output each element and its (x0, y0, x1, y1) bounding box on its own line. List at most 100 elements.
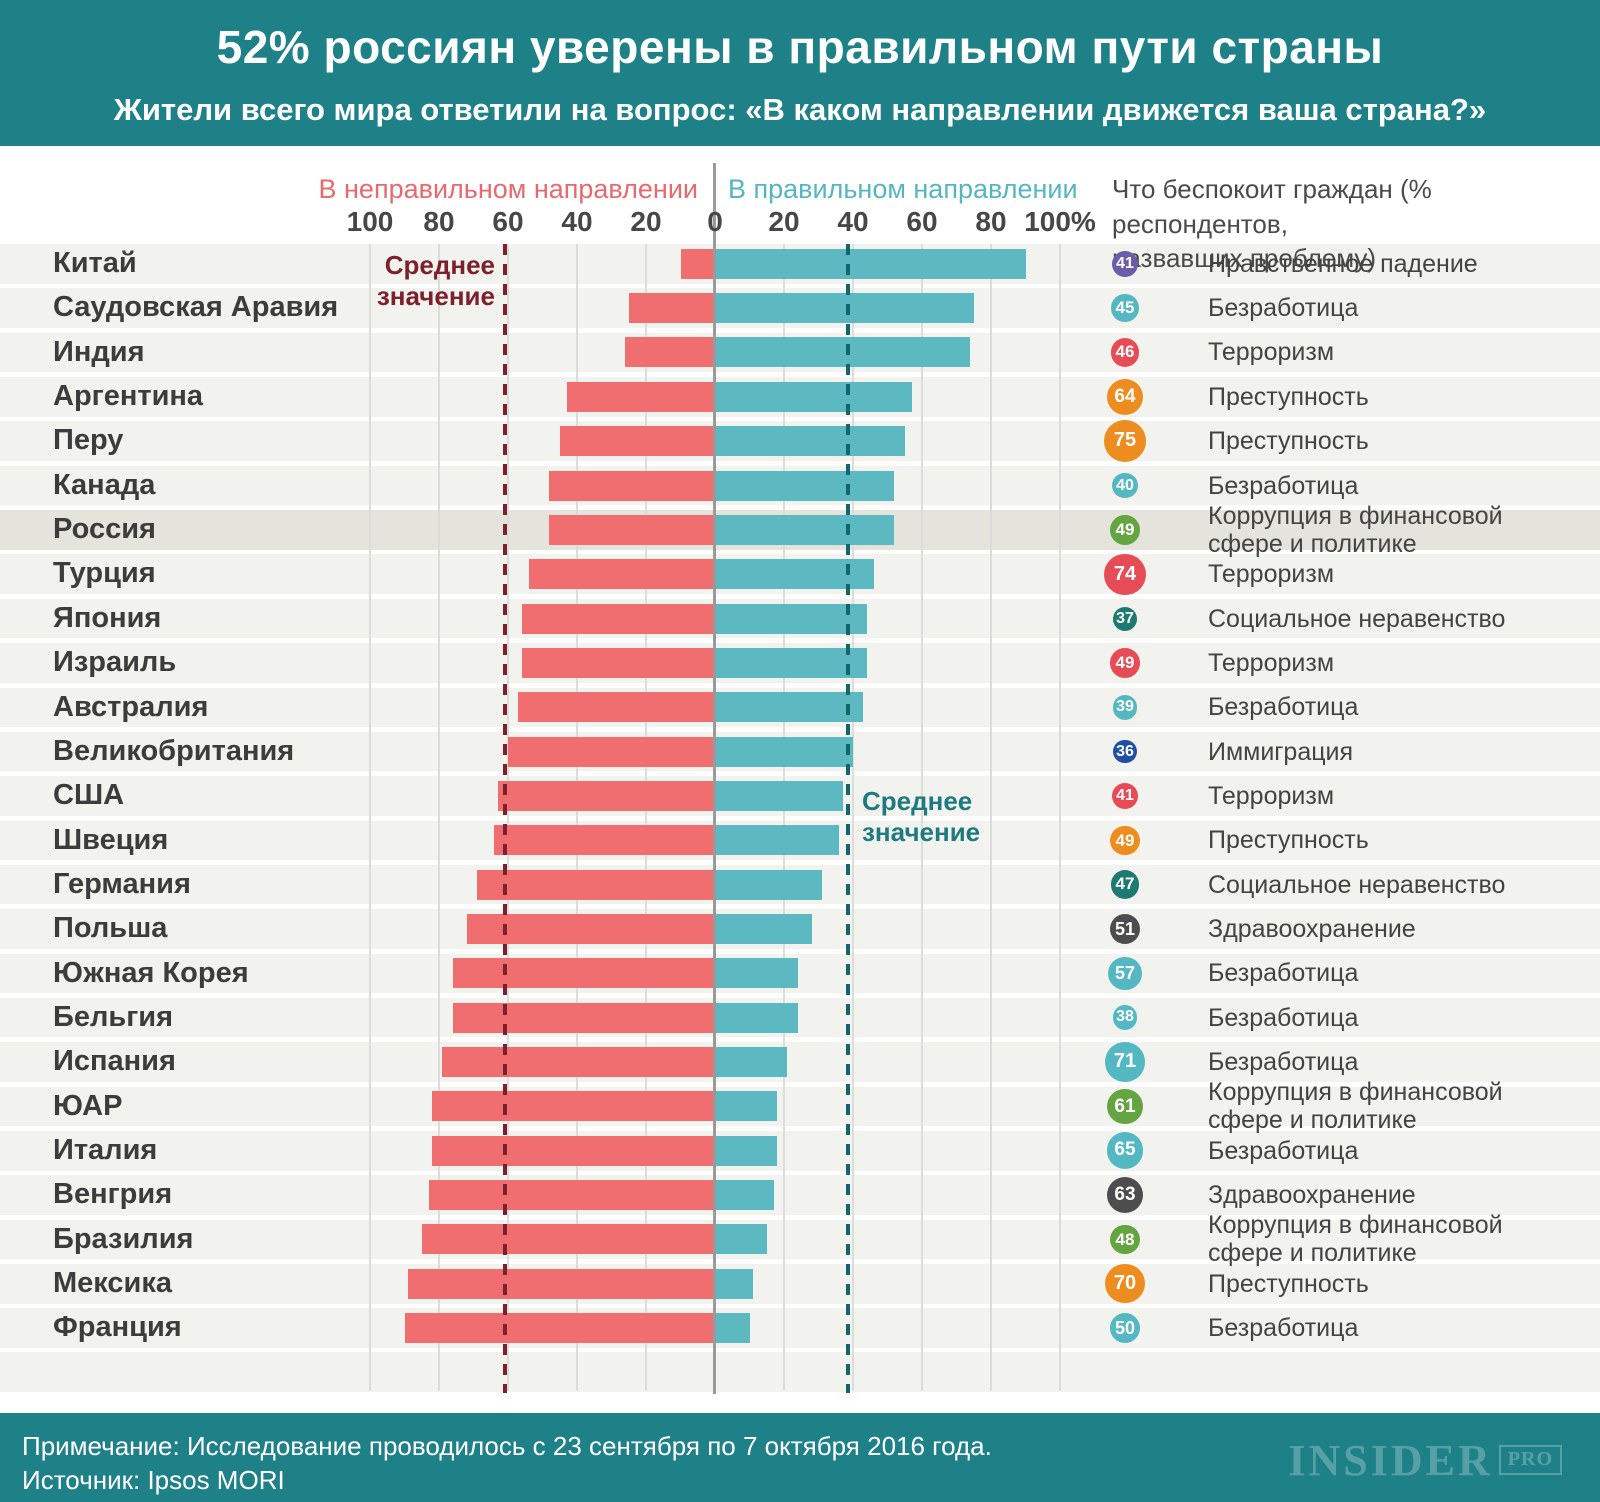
gridline (438, 244, 440, 1391)
country-label: Швеция (53, 823, 169, 856)
wrong-direction-bar (421, 1224, 715, 1255)
concern-badge: 46 (1110, 338, 1140, 367)
right-direction-bar (715, 426, 905, 457)
row-stripe (0, 997, 1600, 1038)
concern-label: Безработица (1208, 1136, 1359, 1165)
wrong-direction-bar (404, 1313, 715, 1344)
concern-badge: 50 (1110, 1313, 1140, 1344)
brand-logo: INSIDER PRO (1288, 1435, 1562, 1486)
right-direction-bar (715, 1135, 778, 1166)
right-direction-bar (715, 1091, 778, 1122)
right-direction-bar (715, 381, 912, 412)
country-label: Великобритания (53, 734, 295, 767)
wrong-direction-bar (518, 692, 715, 723)
right-direction-bar (715, 692, 864, 723)
country-row: Саудовская Аравия 45 Безработица (0, 288, 1600, 328)
wrong-direction-bar (428, 1180, 715, 1211)
brand-logo-text: INSIDER (1288, 1436, 1493, 1485)
right-direction-bar (715, 1180, 774, 1211)
bottom-stripe (0, 1352, 1600, 1392)
right-direction-bar (715, 869, 822, 900)
country-row: Швеция 49 Преступность (0, 820, 1600, 861)
country-label: Венгрия (53, 1178, 173, 1211)
country-row: Германия 47 Социальное неравенство (0, 864, 1600, 905)
concern-label: Безработица (1208, 959, 1359, 988)
concern-label: Преступность (1208, 427, 1369, 456)
concern-badge: 37 (1112, 606, 1137, 631)
country-label: Германия (53, 867, 191, 900)
axis-tick: 20 (630, 206, 662, 237)
concern-badge: 57 (1108, 956, 1142, 990)
country-row: Перу 75 Преступность (0, 420, 1600, 462)
legend-right-label: В правильном направлении (728, 174, 1078, 204)
country-row: Польша 51 Здравоохранение (0, 909, 1600, 949)
country-row: Бразилия 48 Коррупция в финансовой сфере… (0, 1211, 1600, 1268)
gridline (645, 244, 647, 1391)
country-row: Венгрия 63 Здравоохранение (0, 1175, 1600, 1215)
row-stripe (0, 1131, 1600, 1171)
right-direction-bar (715, 1224, 767, 1255)
page-title: 52% россиян уверены в правильном пути ст… (216, 21, 1384, 73)
gridline (1059, 244, 1061, 1391)
concern-label: Терроризм (1208, 560, 1335, 589)
right-direction-bar (715, 1268, 753, 1299)
wrong-direction-bar (497, 780, 715, 811)
country-row: Италия 65 Безработица (0, 1131, 1600, 1171)
wrong-direction-bar (432, 1135, 715, 1166)
average-wrong-line (502, 244, 507, 1393)
concern-badge: 71 (1105, 1042, 1145, 1082)
concern-label: Безработица (1208, 1048, 1359, 1077)
country-row: Бельгия 38 Безработица (0, 997, 1600, 1038)
country-row: Израиль 49 Терроризм (0, 643, 1600, 683)
country-row: Аргентина 64 Преступность (0, 377, 1600, 417)
country-label: Испания (53, 1045, 176, 1078)
wrong-direction-bar (476, 869, 715, 900)
right-direction-bar (715, 1047, 788, 1078)
footer-source: Источник: Ipsos MORI (22, 1465, 285, 1495)
wrong-direction-bar (625, 337, 715, 368)
country-label: Россия (53, 513, 156, 546)
concern-label: Безработица (1208, 471, 1359, 500)
country-row: Франция 50 Безработица (0, 1308, 1600, 1348)
concern-badge: 49 (1110, 515, 1140, 545)
country-label: Перу (53, 424, 124, 457)
wrong-direction-bar (432, 1091, 715, 1122)
right-direction-bar (715, 958, 798, 989)
concern-label: Социальное неравенство (1208, 604, 1506, 633)
concern-badge: 49 (1110, 825, 1140, 856)
concern-label: Здравоохранение (1208, 1181, 1416, 1210)
wrong-direction-bar (521, 647, 715, 678)
right-direction-bar (715, 603, 867, 634)
concern-badge: 38 (1112, 1005, 1138, 1030)
country-label: США (53, 779, 125, 812)
concern-badge: 75 (1104, 420, 1146, 462)
country-label: Канада (53, 468, 156, 501)
wrong-direction-bar (680, 248, 715, 279)
wrong-direction-bar (549, 514, 715, 545)
average-right-line (845, 244, 850, 1393)
country-label: Южная Корея (53, 956, 249, 989)
gridline (921, 244, 923, 1391)
concern-badge: 49 (1110, 648, 1140, 678)
country-label: Австралия (53, 690, 209, 723)
footer-note: Примечание: Исследование проводилось с 2… (22, 1431, 992, 1461)
concern-label: Коррупция в финансовой сфере и политике (1208, 1211, 1503, 1268)
wrong-direction-bar (521, 603, 715, 634)
concern-label: Терроризм (1208, 781, 1335, 810)
concern-badge: 51 (1109, 913, 1141, 945)
row-stripe (0, 1042, 1600, 1082)
concern-label: Социальное неравенство (1208, 870, 1506, 899)
concern-badge: 45 (1111, 294, 1139, 322)
right-direction-bar (715, 1002, 798, 1033)
country-row: ЮАР 61 Коррупция в финансовой сфере и по… (0, 1079, 1600, 1134)
axis-tick: 100 (346, 206, 394, 237)
concern-label: Безработица (1208, 693, 1359, 722)
legend-wrong-label: В неправильном направлении (318, 174, 698, 204)
average-wrong-label: Среднее значение (376, 250, 495, 311)
gridline (576, 244, 578, 1391)
concern-badge: 74 (1104, 553, 1146, 595)
concern-label: Коррупция в финансовой сфере и политике (1208, 501, 1503, 558)
wrong-direction-bar (508, 736, 715, 767)
country-row: Австралия 39 Безработица (0, 687, 1600, 727)
right-direction-bar (715, 780, 843, 811)
